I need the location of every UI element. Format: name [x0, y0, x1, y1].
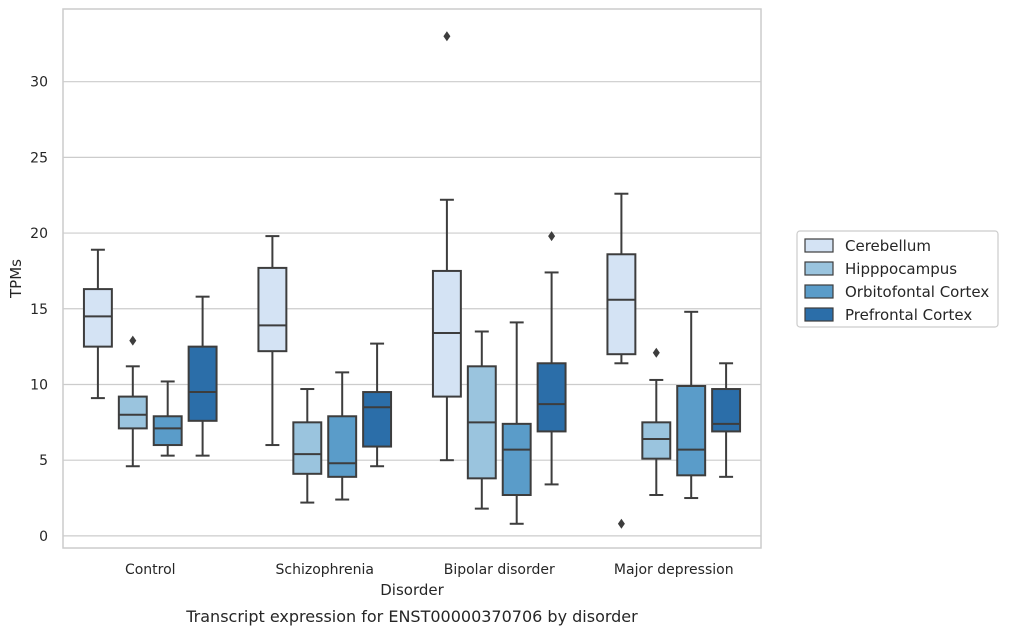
- box-group: [711, 362, 742, 478]
- legend-swatch: [804, 261, 834, 276]
- box: [152, 415, 183, 447]
- legend-frame: [796, 230, 999, 328]
- box-group: [501, 321, 532, 525]
- box: [501, 422, 532, 497]
- box: [82, 288, 113, 348]
- x-axis-title: Disorder: [380, 581, 444, 599]
- box-group: [152, 380, 183, 457]
- outlier-point: [617, 518, 625, 529]
- box: [676, 384, 707, 477]
- outlier-point: [652, 347, 660, 358]
- box-group: [327, 371, 358, 501]
- series-1: [117, 330, 672, 510]
- box-group: [82, 248, 113, 400]
- x-tick-label: Major depression: [614, 562, 734, 578]
- box-group: [117, 335, 148, 468]
- box-groups: [82, 31, 742, 529]
- legend: Cerebellum Hipppocampus Orbitofontal Corte…: [796, 230, 999, 328]
- box: [117, 395, 148, 430]
- box-group: [536, 231, 567, 486]
- y-tick-labels: 0 5 10 15 20 25 30: [30, 75, 48, 545]
- outlier-point: [129, 335, 137, 346]
- box: [606, 253, 637, 356]
- legend-swatch: [804, 238, 834, 253]
- x-tick-label: Schizophrenia: [276, 562, 374, 578]
- box-group: [676, 310, 707, 500]
- box: [327, 415, 358, 478]
- y-tick-label: 0: [39, 529, 48, 545]
- box-group: [466, 330, 497, 510]
- box: [641, 421, 672, 460]
- box: [362, 391, 393, 448]
- y-tick-label: 5: [39, 453, 48, 469]
- legend-label: Hipppocampus: [845, 260, 957, 278]
- legend-label: Cerebellum: [845, 237, 931, 255]
- y-tick-label: 10: [30, 377, 48, 393]
- x-tick-label: Control: [125, 562, 176, 578]
- legend-label: Prefrontal Cortex: [845, 306, 972, 324]
- legend-swatch: [804, 307, 834, 322]
- x-tick-labels: Control Schizophrenia Bipolar disorder Majo…: [125, 562, 734, 578]
- y-tick-label: 25: [30, 150, 48, 166]
- y-tick-label: 20: [30, 226, 48, 242]
- box-group: [257, 235, 288, 447]
- plot-frame: [62, 8, 762, 549]
- outlier-point: [443, 31, 451, 42]
- box: [711, 388, 742, 433]
- box-group: [606, 192, 637, 529]
- box-group: [362, 342, 393, 468]
- grid-lines: [63, 81, 761, 537]
- box: [257, 266, 288, 353]
- series-3: [187, 231, 742, 486]
- x-tick-label: Bipolar disorder: [444, 562, 555, 578]
- box: [292, 421, 323, 475]
- box: [536, 362, 567, 433]
- box-group: [187, 295, 218, 457]
- series-2: [152, 310, 707, 525]
- y-tick-label: 15: [30, 302, 48, 318]
- legend-label: Orbitofontal Cortex: [845, 283, 989, 301]
- figure-caption: Transcript expression for ENST0000037070…: [185, 607, 638, 626]
- box-group: [641, 347, 672, 497]
- box: [187, 345, 218, 422]
- box-group: [292, 388, 323, 504]
- y-tick-label: 30: [30, 75, 48, 91]
- series-0: [82, 31, 637, 529]
- box-group: [431, 31, 462, 462]
- y-axis-title: TPMs: [7, 259, 25, 299]
- outlier-point: [548, 231, 556, 242]
- legend-swatch: [804, 284, 834, 299]
